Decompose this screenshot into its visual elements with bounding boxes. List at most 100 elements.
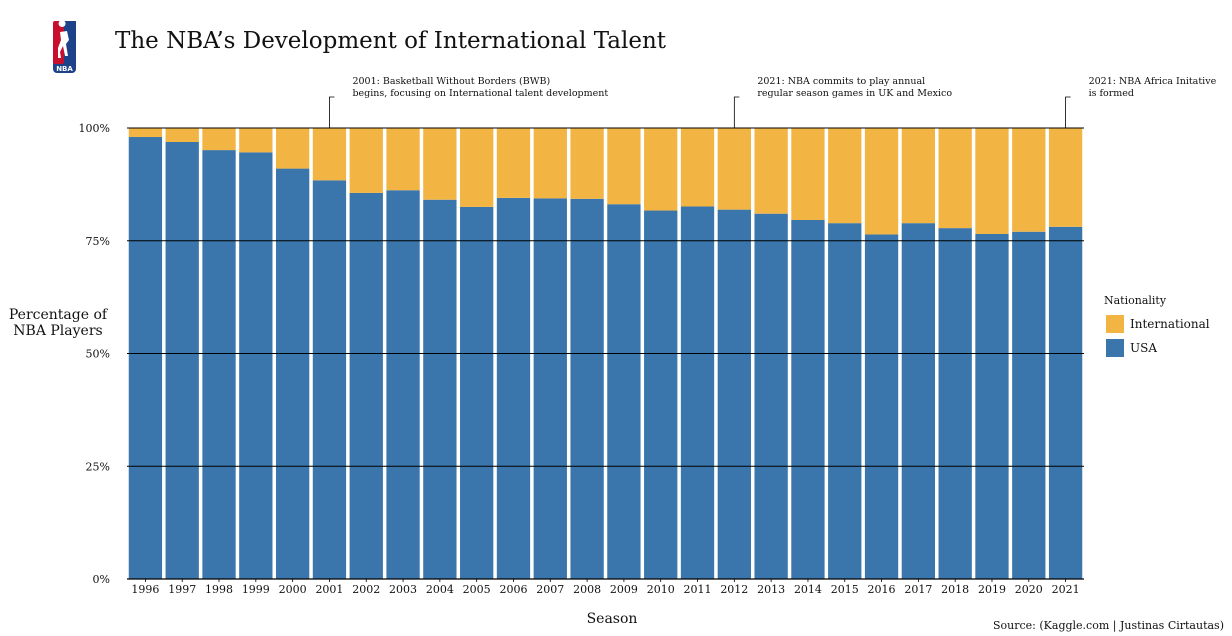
x-tick-label: 2021 <box>1052 583 1080 596</box>
x-tick-label: 2013 <box>757 583 785 596</box>
bar-usa-2003 <box>386 190 420 579</box>
y-tick-label: 0% <box>93 573 110 586</box>
bar-usa-2021 <box>1048 226 1083 580</box>
bar-usa-1998 <box>202 150 236 579</box>
y-tick-label: 75% <box>86 235 110 248</box>
x-axis-title: Season <box>587 611 638 627</box>
annotation-1-line-2: begins, focusing on International talent… <box>352 88 608 99</box>
bar-international-2019 <box>975 128 1009 234</box>
bar-usa-2005 <box>460 206 494 580</box>
bar-international-1999 <box>239 128 273 153</box>
chart-title: The NBA’s Development of International T… <box>115 28 667 54</box>
bar-usa-2017 <box>901 223 936 579</box>
x-tick-label: 2009 <box>610 583 638 596</box>
legend-label-usa: USA <box>1130 341 1157 355</box>
bar-international-2021 <box>1048 128 1083 227</box>
x-tick-label: 2019 <box>978 583 1006 596</box>
x-tick-label: 2014 <box>794 583 822 596</box>
x-tick-label: 2020 <box>1015 583 1043 596</box>
annotations: 2001: Basketball Without Borders (BWB)be… <box>329 76 1217 128</box>
bar-international-2006 <box>496 128 531 198</box>
x-tick-label: 2006 <box>499 583 527 596</box>
x-tick-label: 2018 <box>941 583 969 596</box>
y-tick-label: 25% <box>86 460 110 473</box>
annotation-1-line-1: 2001: Basketball Without Borders (BWB) <box>352 76 550 87</box>
bar-international-2000 <box>275 128 310 169</box>
bar-usa-2020 <box>1012 231 1046 580</box>
bar-usa-2009 <box>607 204 641 579</box>
bar-international-2020 <box>1012 128 1046 232</box>
bar-international-2014 <box>791 128 825 221</box>
annotation-2-line-2: regular season games in UK and Mexico <box>757 88 952 99</box>
x-tick-label: 2000 <box>279 583 307 596</box>
bar-international-2008 <box>570 128 604 199</box>
bar-international-2018 <box>938 128 972 229</box>
x-tick-label: 1999 <box>242 583 270 596</box>
nba-logo-text: NBA <box>56 65 73 73</box>
gridlines <box>127 127 1084 580</box>
bars <box>128 128 1083 580</box>
bar-usa-2018 <box>938 228 972 579</box>
bar-international-1998 <box>202 128 236 151</box>
annotation-3-line-1: 2021: NBA Africa Initative <box>1089 76 1217 87</box>
bar-usa-1999 <box>239 152 273 579</box>
annotation-connector-1 <box>329 96 335 128</box>
bar-usa-2019 <box>975 233 1009 580</box>
bar-international-2013 <box>754 128 788 214</box>
x-tick-labels: 1996 1997 1998 1999 2000 2001 2002 2003 2004 2005… <box>131 579 1080 596</box>
x-tick-label: 2002 <box>352 583 380 596</box>
x-tick-label: 2007 <box>536 583 564 596</box>
bar-usa-2010 <box>644 210 678 579</box>
bar-usa-2008 <box>570 198 604 579</box>
x-tick-label: 2004 <box>426 583 454 596</box>
bar-international-2015 <box>828 128 862 224</box>
y-tick-label: 50% <box>86 348 110 361</box>
legend-title: Nationality <box>1104 294 1167 307</box>
bar-usa-2015 <box>828 223 862 579</box>
source-note: Source: (Kaggle.com | Justinas Cirtautas… <box>993 619 1224 633</box>
legend: Nationality International USA <box>1104 294 1210 357</box>
nba-logo-icon: NBA <box>53 20 76 73</box>
annotation-2-line-1: 2021: NBA commits to play annual <box>757 76 925 87</box>
bar-usa-1997 <box>165 141 199 579</box>
bar-international-2011 <box>680 128 715 207</box>
x-tick-label: 2008 <box>573 583 601 596</box>
annotation-connector-3 <box>1065 96 1071 128</box>
y-axis-title-line-1: Percentage of <box>9 307 109 323</box>
bar-international-1997 <box>165 128 199 142</box>
y-tick-labels: 0% 25% 50% 75% 100% <box>79 122 110 586</box>
bar-usa-2002 <box>349 192 383 579</box>
x-tick-label: 1996 <box>131 583 159 596</box>
bar-usa-2014 <box>791 220 825 579</box>
x-tick-label: 2003 <box>389 583 417 596</box>
bar-usa-2004 <box>423 199 457 580</box>
legend-swatch-usa <box>1106 339 1124 357</box>
legend-label-international: International <box>1130 317 1210 331</box>
bar-international-2001 <box>312 128 347 181</box>
y-tick-label: 100% <box>79 122 110 135</box>
bar-international-2002 <box>349 128 383 193</box>
bar-international-2009 <box>607 128 641 205</box>
bar-international-2003 <box>386 128 420 191</box>
bar-international-2016 <box>864 128 899 235</box>
x-tick-label: 2012 <box>720 583 748 596</box>
bar-usa-2001 <box>312 180 347 580</box>
x-tick-label: 2015 <box>831 583 859 596</box>
bar-usa-2012 <box>717 209 751 580</box>
annotation-connector-2 <box>733 96 740 128</box>
bar-international-2017 <box>901 128 936 224</box>
bar-international-1996 <box>128 128 163 138</box>
bar-usa-2013 <box>754 213 788 579</box>
x-tick-label: 2011 <box>684 583 712 596</box>
y-axis-title-line-2: NBA Players <box>13 323 102 339</box>
bar-usa-2000 <box>275 168 310 579</box>
bar-international-2007 <box>533 128 567 199</box>
annotation-3-line-2: is formed <box>1089 88 1134 99</box>
x-tick-label: 1998 <box>205 583 233 596</box>
bar-usa-2011 <box>680 206 715 579</box>
x-tick-label: 2005 <box>463 583 491 596</box>
legend-swatch-international <box>1106 315 1124 333</box>
bar-international-2004 <box>423 128 457 200</box>
x-tick-label: 2017 <box>904 583 932 596</box>
